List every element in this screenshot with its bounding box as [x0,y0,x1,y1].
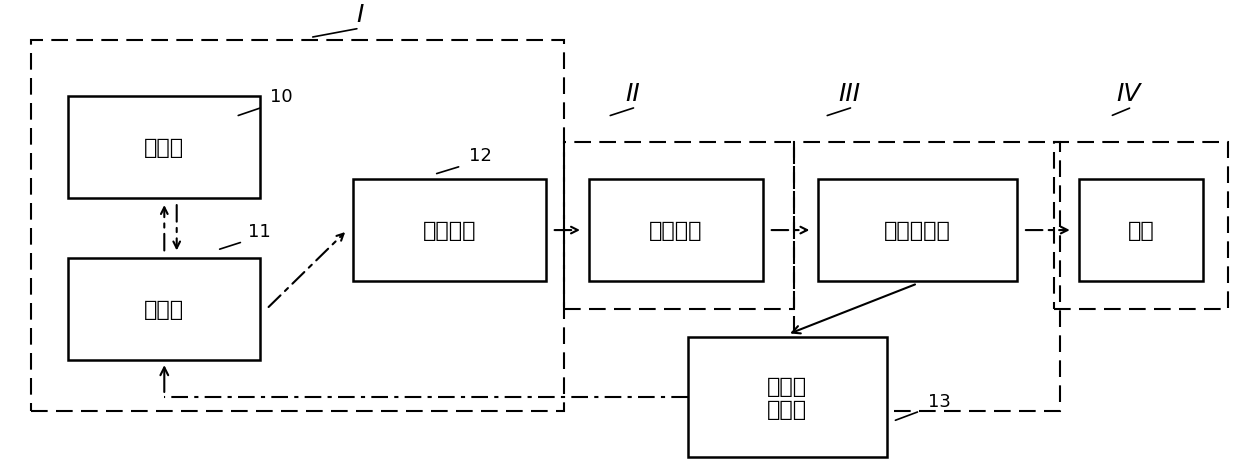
Text: II: II [625,81,640,106]
FancyBboxPatch shape [68,96,260,198]
Text: I: I [356,3,363,27]
Text: 控制器: 控制器 [144,299,185,319]
Text: 角速度
传感器: 角速度 传感器 [768,376,807,419]
FancyBboxPatch shape [68,258,260,360]
Text: 11: 11 [248,223,270,241]
FancyBboxPatch shape [353,179,546,281]
Text: 水洞: 水洞 [1127,220,1154,240]
Text: 振荡生成器: 振荡生成器 [884,220,951,240]
Text: IV: IV [1116,81,1141,106]
Text: 伺服电机: 伺服电机 [423,220,476,240]
Text: 传动机构: 传动机构 [649,220,703,240]
FancyBboxPatch shape [589,179,763,281]
FancyBboxPatch shape [818,179,1017,281]
Text: 13: 13 [928,392,950,410]
Text: 12: 12 [469,147,491,165]
Text: III: III [838,81,861,106]
FancyBboxPatch shape [1079,179,1203,281]
FancyBboxPatch shape [688,337,887,457]
Text: 工控机: 工控机 [144,137,185,157]
Text: 10: 10 [270,88,293,106]
